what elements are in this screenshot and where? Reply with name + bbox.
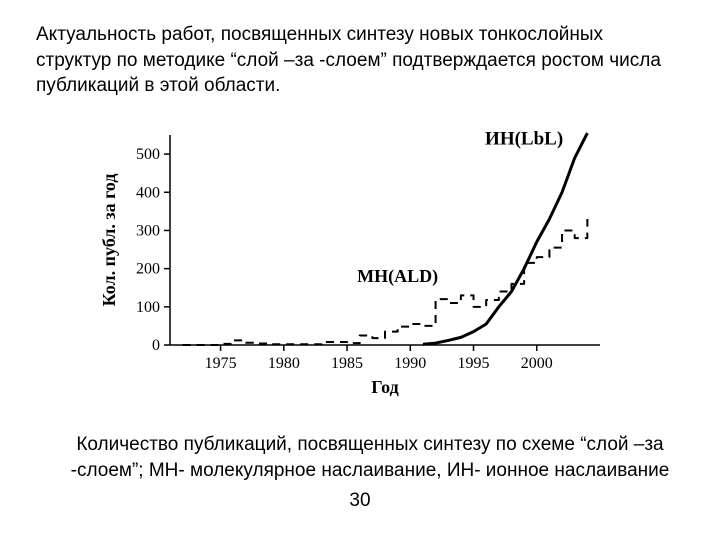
svg-text:1990: 1990: [394, 355, 426, 372]
svg-text:100: 100: [136, 299, 160, 316]
svg-text:200: 200: [136, 261, 160, 278]
svg-text:0: 0: [152, 337, 160, 354]
svg-text:2000: 2000: [521, 355, 553, 372]
svg-text:ИН(LbL): ИН(LbL): [485, 129, 563, 150]
svg-text:400: 400: [136, 184, 160, 201]
svg-text:МН(ALD): МН(ALD): [357, 266, 438, 287]
svg-text:Кол. публ. за год: Кол. публ. за год: [99, 174, 119, 307]
svg-text:Год: Год: [371, 377, 398, 397]
svg-text:1980: 1980: [268, 355, 300, 372]
svg-text:300: 300: [136, 222, 160, 239]
publications-chart: 0 100 200 300 400 500 1975 1980 1985 1990 1995 2000…: [95, 120, 625, 400]
svg-text:1975: 1975: [205, 355, 237, 372]
caption-paragraph: Количество публикаций, посвященных синте…: [50, 432, 690, 483]
svg-text:500: 500: [136, 146, 160, 163]
page-number: 30: [0, 490, 720, 512]
intro-paragraph: Актуальность работ, посвященных синтезу …: [36, 22, 666, 99]
svg-text:1995: 1995: [458, 355, 490, 372]
svg-text:1985: 1985: [331, 355, 363, 372]
